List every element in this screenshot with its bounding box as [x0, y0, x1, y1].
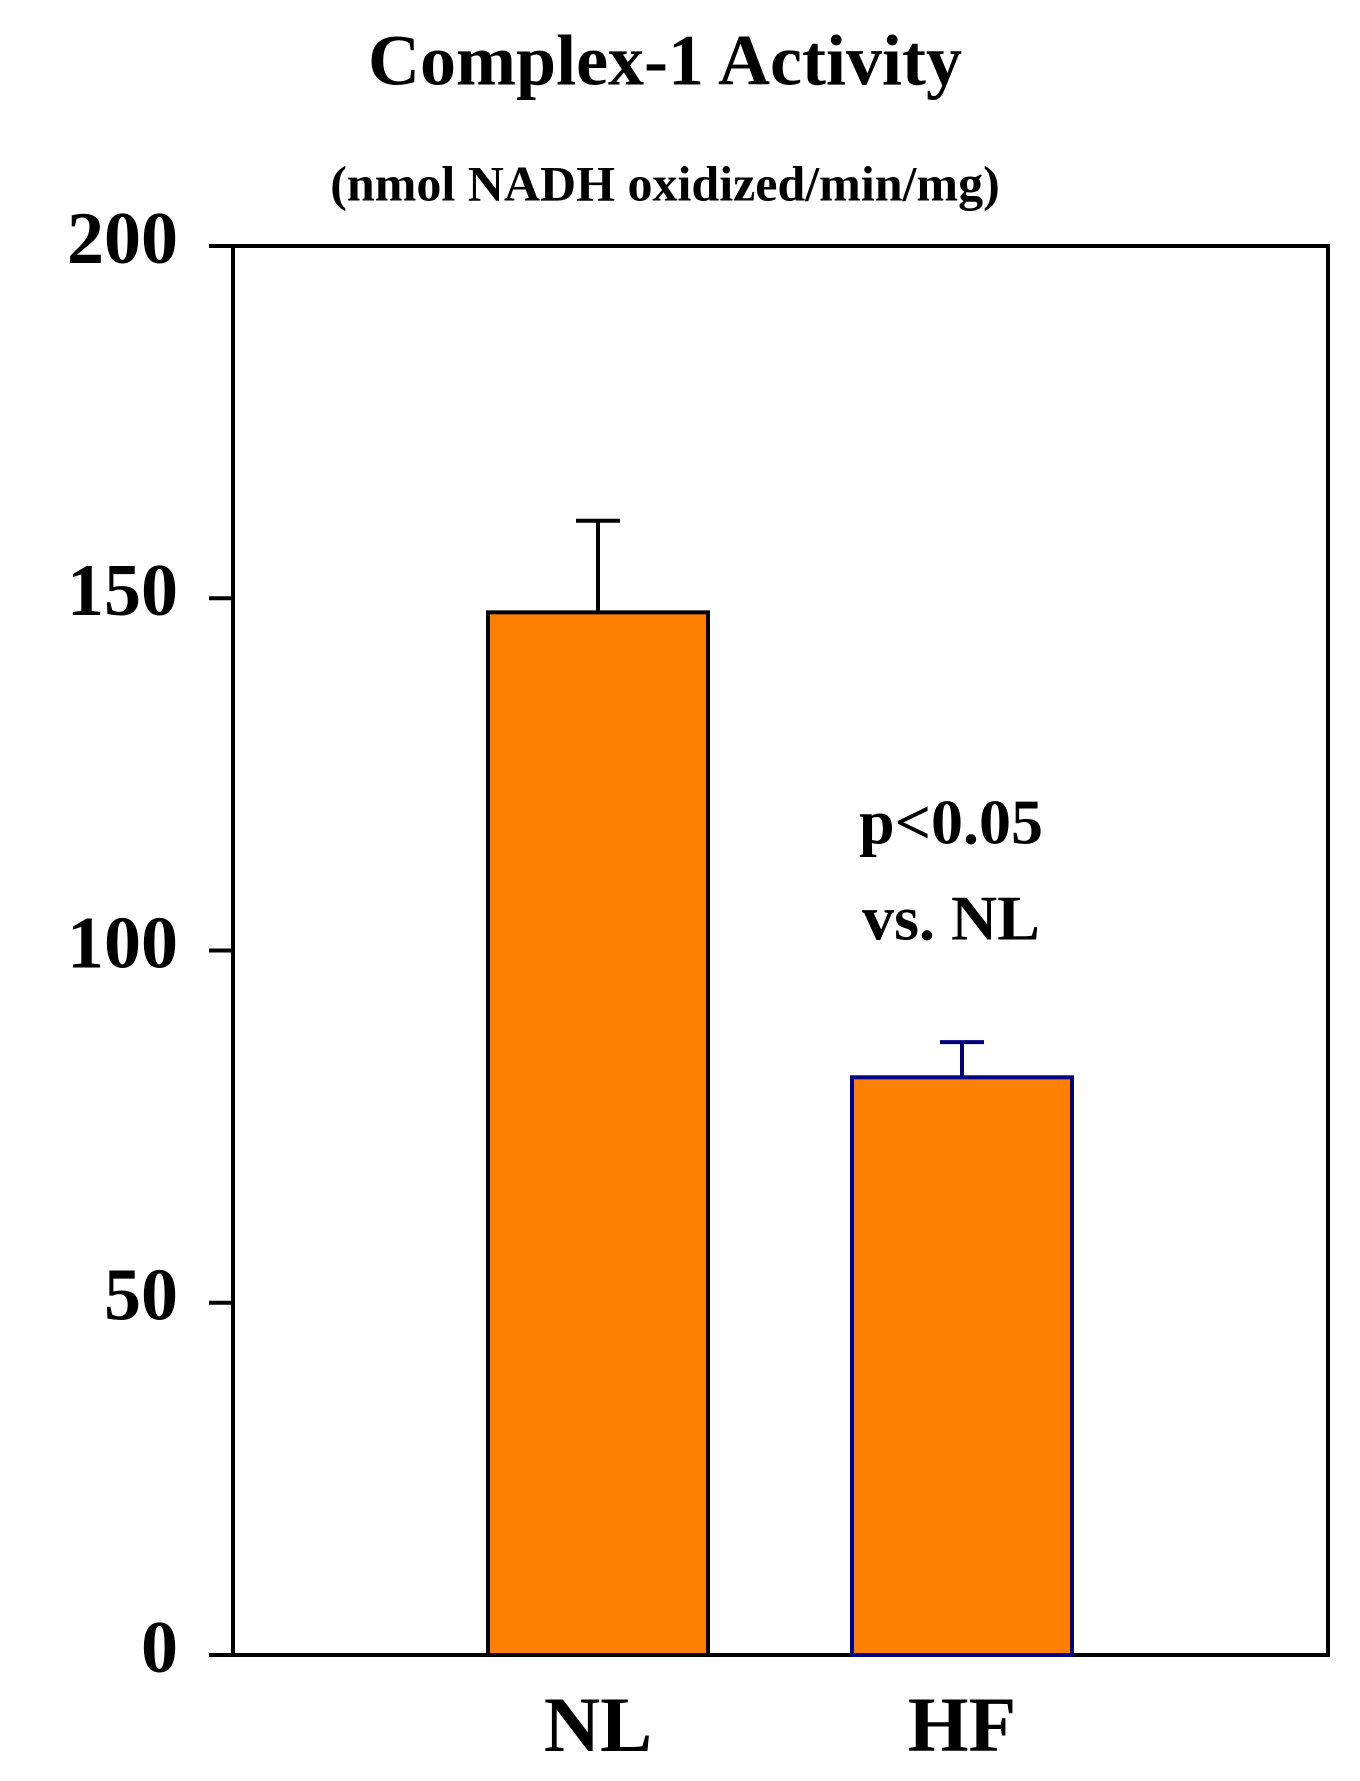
y-tick-label: 200	[67, 198, 178, 280]
bar	[486, 610, 710, 1658]
chart-subtitle: (nmol NADH oxidized/min/mg)	[330, 155, 999, 211]
bar	[850, 1075, 1074, 1658]
x-tick-label: NL	[544, 1681, 652, 1768]
annotation: vs. NL	[862, 883, 1040, 954]
chart-title: Complex-1 Activity	[368, 21, 962, 101]
y-tick-label: 100	[67, 902, 178, 984]
annotation: p<0.05	[859, 787, 1043, 858]
x-tick-label: HF	[908, 1681, 1016, 1768]
y-tick-label: 50	[104, 1255, 178, 1337]
y-tick-label: 150	[67, 550, 178, 632]
y-tick-label: 0	[141, 1607, 178, 1689]
plot-frame	[231, 244, 1330, 1657]
